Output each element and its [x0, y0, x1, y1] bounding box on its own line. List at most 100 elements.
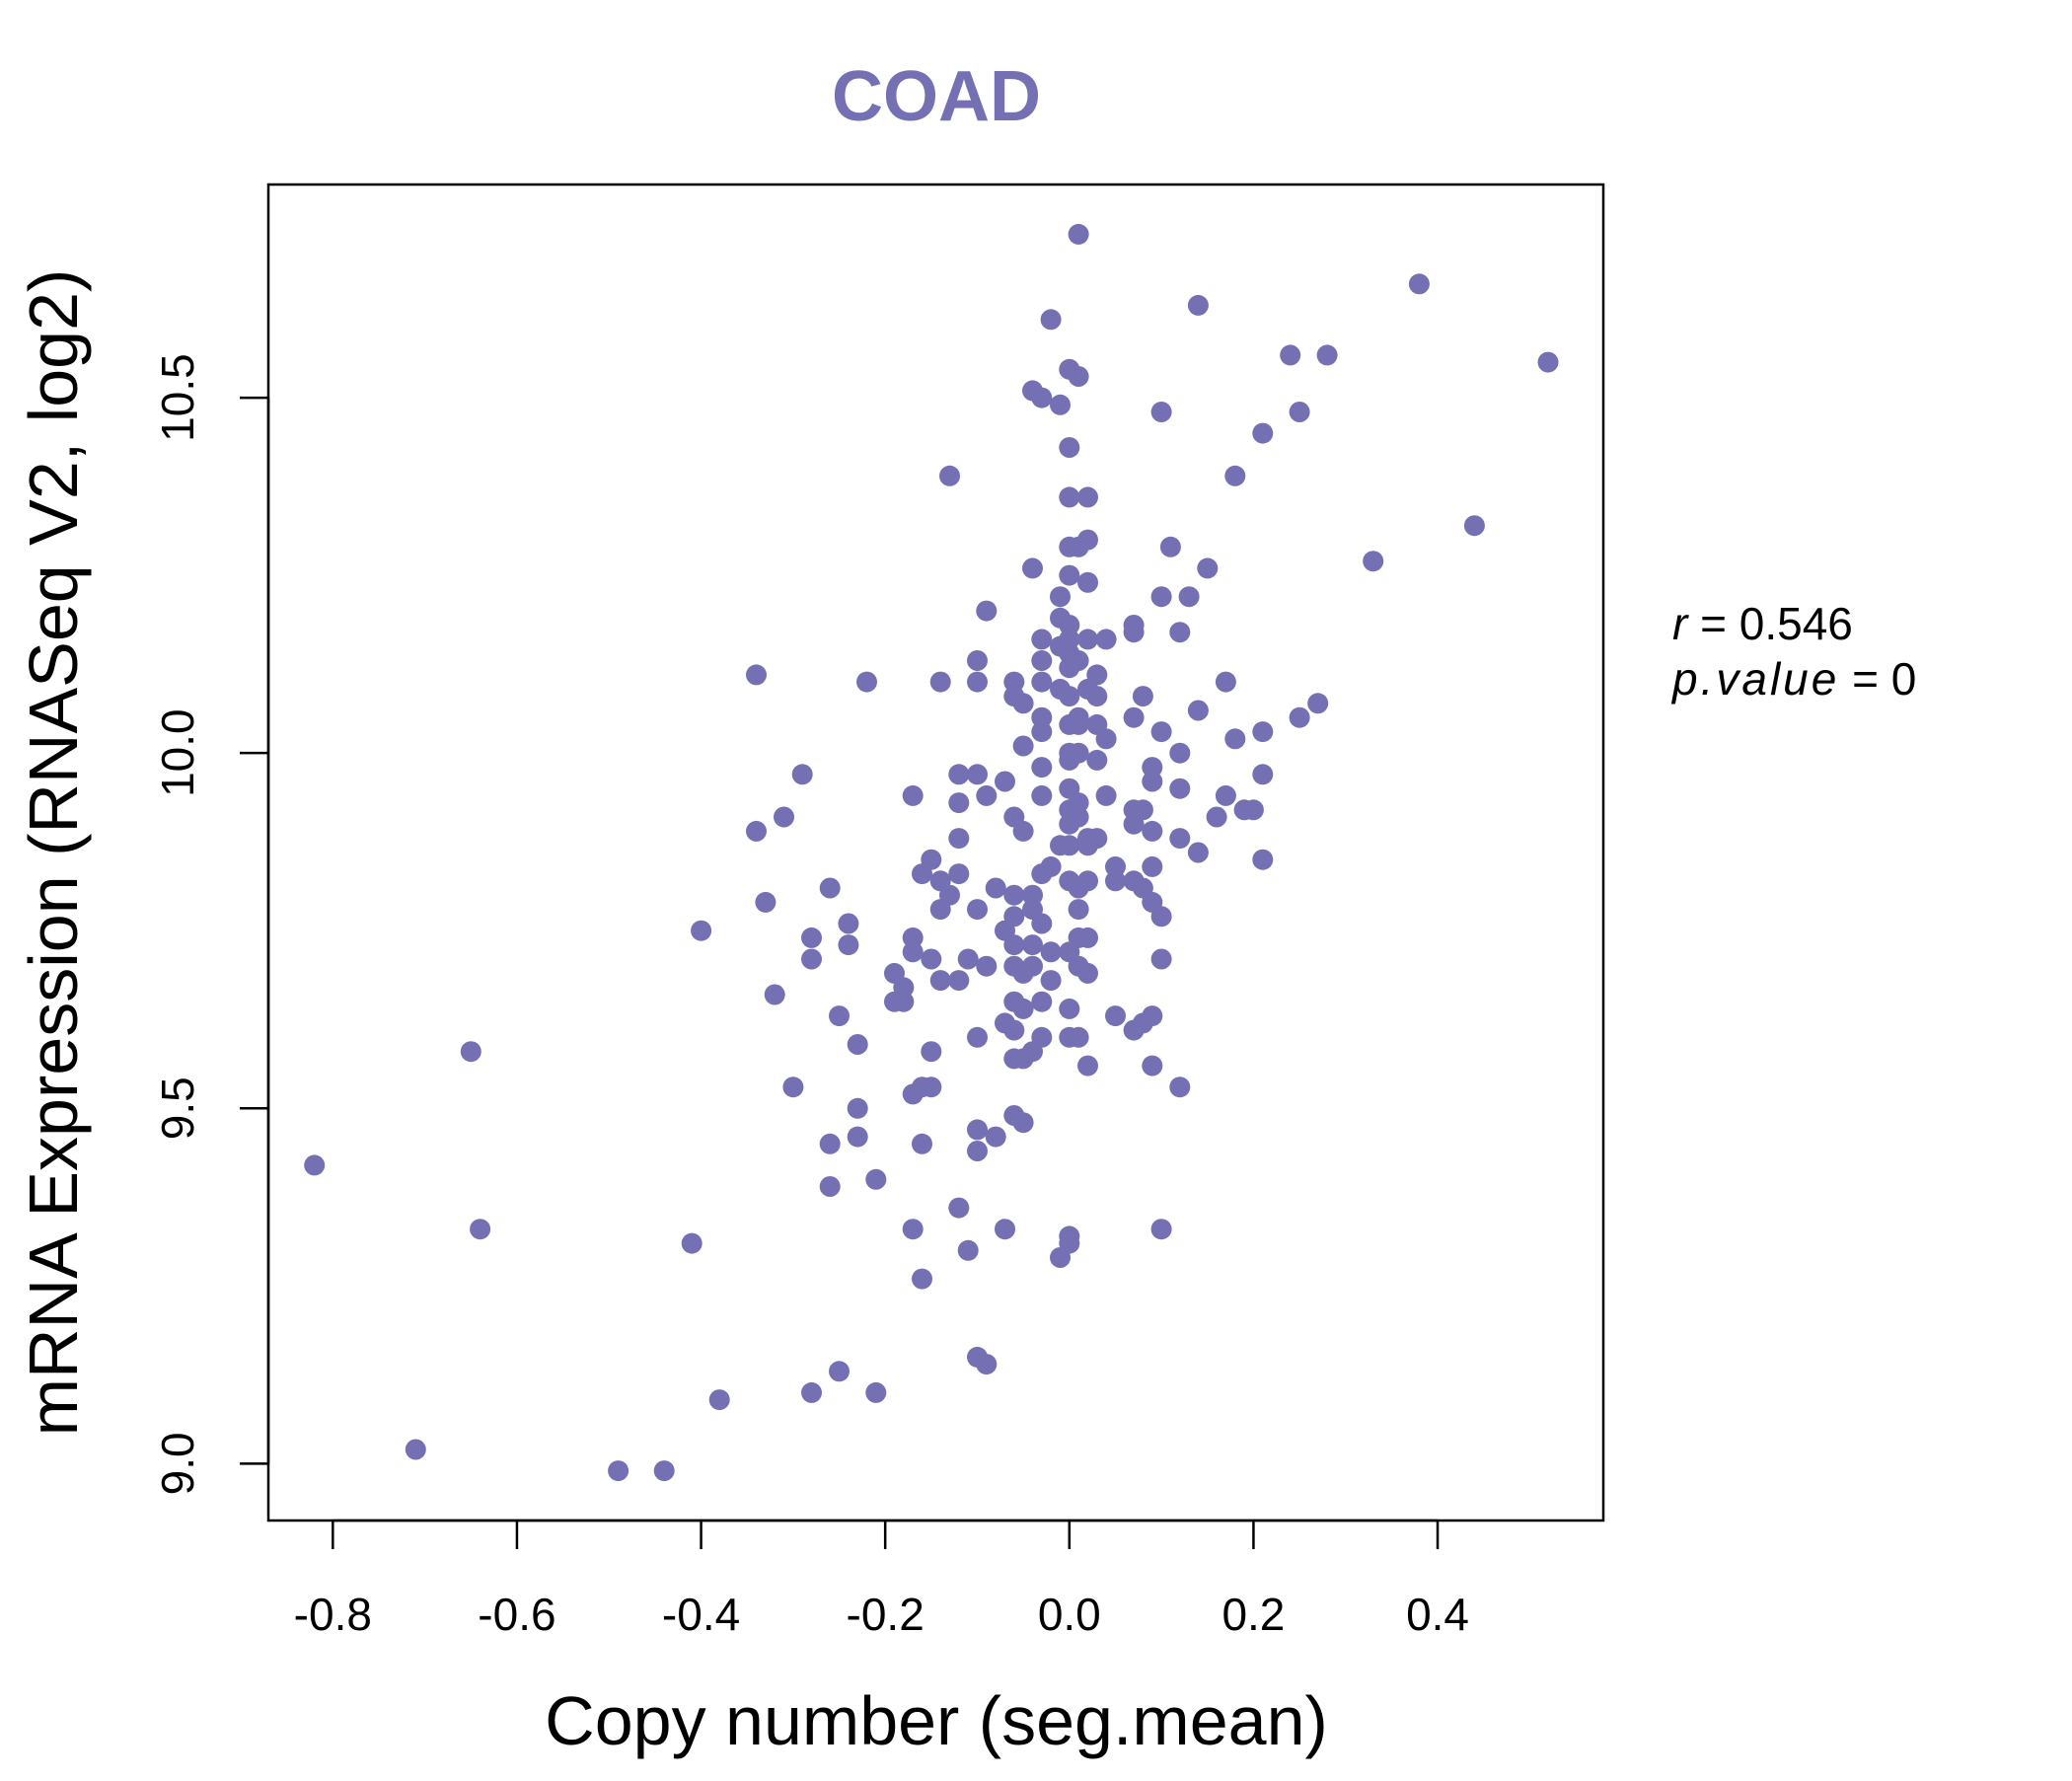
y-axis: 9.0 9.5 10.0 10.5 [152, 353, 270, 1495]
data-point [1150, 1219, 1172, 1240]
data-point [1031, 757, 1053, 779]
data-point [608, 1460, 629, 1482]
y-tick-label: 9.5 [152, 1076, 203, 1140]
data-point [1003, 884, 1025, 906]
data-point [708, 1389, 730, 1411]
data-point [801, 948, 822, 970]
data-point [838, 934, 859, 956]
data-point [948, 764, 970, 785]
data-point [1215, 671, 1236, 693]
data-point [1059, 615, 1080, 635]
data-point [691, 920, 712, 941]
data-point [1031, 863, 1053, 885]
data-point [1307, 693, 1329, 714]
data-point [1086, 749, 1108, 771]
data-point [921, 948, 942, 970]
data-point [1077, 835, 1098, 856]
data-point [1224, 728, 1246, 750]
data-point [1059, 657, 1080, 679]
data-point [801, 1381, 822, 1403]
data-point [902, 784, 924, 806]
data-point [967, 671, 988, 693]
data-point [967, 764, 988, 785]
data-point [948, 1197, 970, 1219]
data-point [304, 1154, 326, 1176]
data-point [957, 1239, 979, 1261]
data-point [1095, 629, 1117, 650]
data-point [1105, 855, 1126, 877]
data-point [1031, 387, 1053, 408]
x-tick-label: -0.2 [847, 1589, 925, 1640]
data-point [1068, 223, 1089, 245]
data-point [1123, 622, 1145, 643]
data-point [1022, 934, 1043, 956]
data-point [1169, 742, 1191, 764]
data-point [1077, 927, 1098, 948]
data-point [1031, 650, 1053, 671]
data-point [1031, 629, 1053, 650]
data-point [819, 1133, 841, 1154]
data-point [1123, 813, 1145, 835]
x-tick-label: 0.0 [1038, 1589, 1101, 1640]
data-point [1242, 799, 1264, 821]
data-point [1169, 622, 1191, 643]
y-tick-label: 9.0 [152, 1432, 203, 1495]
data-point [912, 863, 932, 885]
y-tick-label: 10.0 [152, 708, 203, 797]
data-point [1012, 735, 1034, 757]
data-point [847, 1126, 868, 1148]
data-point [1059, 686, 1080, 707]
x-tick-label: -0.8 [294, 1589, 372, 1640]
data-point [948, 828, 970, 850]
svg-text:r = 0.546: r = 0.546 [1672, 598, 1853, 649]
data-point [1252, 422, 1274, 444]
data-point [801, 927, 822, 948]
data-point [1197, 557, 1219, 579]
data-point [653, 1460, 675, 1482]
data-point [1012, 998, 1034, 1019]
data-point [1003, 671, 1025, 693]
data-point [774, 806, 794, 828]
data-point [1280, 344, 1301, 366]
data-point [1012, 1048, 1034, 1070]
data-point [865, 1168, 887, 1190]
data-point [1068, 877, 1089, 899]
data-point [865, 1381, 887, 1403]
data-point [929, 970, 951, 992]
data-point [1031, 671, 1053, 693]
data-point [1150, 586, 1172, 608]
data-point [995, 1219, 1015, 1240]
data-point [1105, 870, 1126, 892]
data-point [1068, 1026, 1089, 1048]
data-point [1142, 855, 1163, 877]
data-point [1363, 551, 1384, 572]
data-point [1077, 962, 1098, 984]
data-point [995, 771, 1015, 792]
x-axis: -0.8 -0.6 -0.4 -0.2 0.0 0.2 0.4 [294, 1519, 1469, 1640]
data-point [1059, 437, 1080, 458]
data-point [1169, 828, 1191, 850]
r-value: 0.546 [1739, 598, 1853, 649]
data-point [856, 671, 877, 693]
equals-sign: = [1839, 653, 1890, 705]
data-point [1068, 713, 1089, 735]
data-point [1059, 998, 1080, 1019]
data-point [1095, 784, 1117, 806]
data-point [967, 650, 988, 671]
data-point [1068, 536, 1089, 557]
data-point [1252, 721, 1274, 743]
data-point [1215, 784, 1236, 806]
data-point [967, 899, 988, 921]
data-point [746, 820, 767, 842]
data-point [791, 764, 813, 785]
data-point [1289, 402, 1310, 422]
data-point [470, 1219, 491, 1240]
data-point [957, 948, 979, 970]
data-point [1105, 1005, 1126, 1027]
data-point [948, 792, 970, 814]
data-point [1031, 706, 1053, 728]
data-point [1012, 693, 1034, 714]
r-label: r [1672, 598, 1689, 649]
x-tick-label: 0.2 [1221, 1589, 1285, 1640]
